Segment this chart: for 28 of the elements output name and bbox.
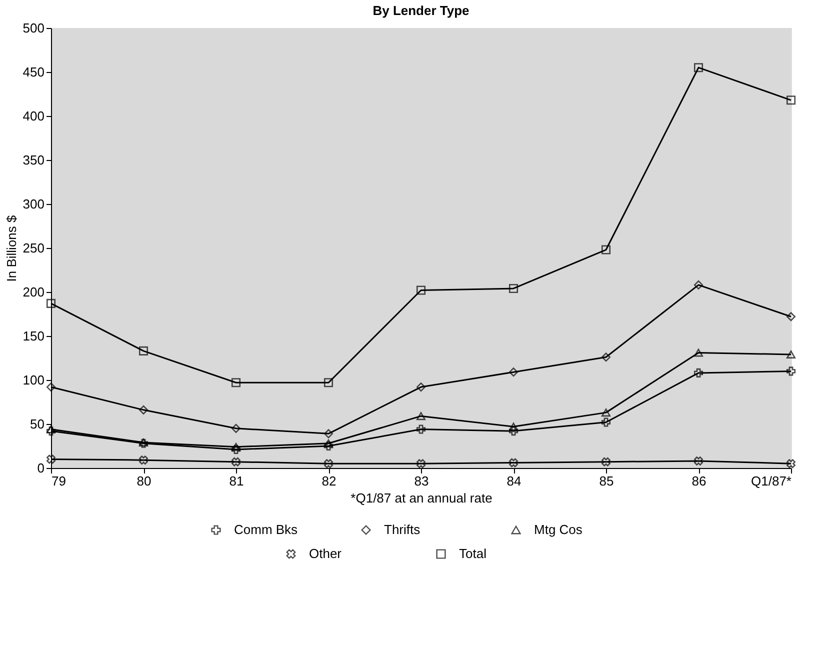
y-axis-title: In Billions $ (4, 214, 19, 282)
legend-label: Mtg Cos (534, 522, 583, 537)
legend-label: Total (459, 546, 487, 561)
x-tick-label: 79 (52, 474, 66, 488)
y-tick-label: 50 (30, 416, 44, 432)
x-tick-label: 85 (599, 474, 614, 488)
y-tick-label: 250 (22, 240, 44, 256)
chart-title: By Lender Type (372, 3, 470, 18)
legend-label: Comm Bks (234, 522, 298, 537)
y-tick-label: 200 (22, 284, 44, 300)
x-tick-label: 82 (322, 474, 336, 488)
y-tick-label: 500 (22, 20, 44, 36)
x-axis-title: *Q1/87 at an annual rate (350, 490, 492, 506)
legend-label: Thrifts (384, 522, 421, 537)
y-tick-label: 0 (37, 460, 44, 476)
x-tick-label: 86 (692, 474, 706, 488)
y-tick-label: 400 (22, 108, 44, 124)
x-tick-label: 84 (506, 474, 522, 488)
legend-label: Other (309, 546, 342, 561)
y-tick-label: 350 (22, 152, 44, 168)
x-tick-label: 80 (136, 474, 152, 488)
x-tick-label: Q1/87* (751, 474, 792, 488)
y-tick-label: 450 (22, 64, 44, 80)
x-tick-label: 83 (414, 474, 429, 488)
y-tick-label: 100 (22, 372, 44, 388)
x-tick-label: 81 (229, 474, 244, 488)
y-tick-label: 150 (22, 328, 44, 344)
y-tick-label: 300 (22, 196, 44, 212)
